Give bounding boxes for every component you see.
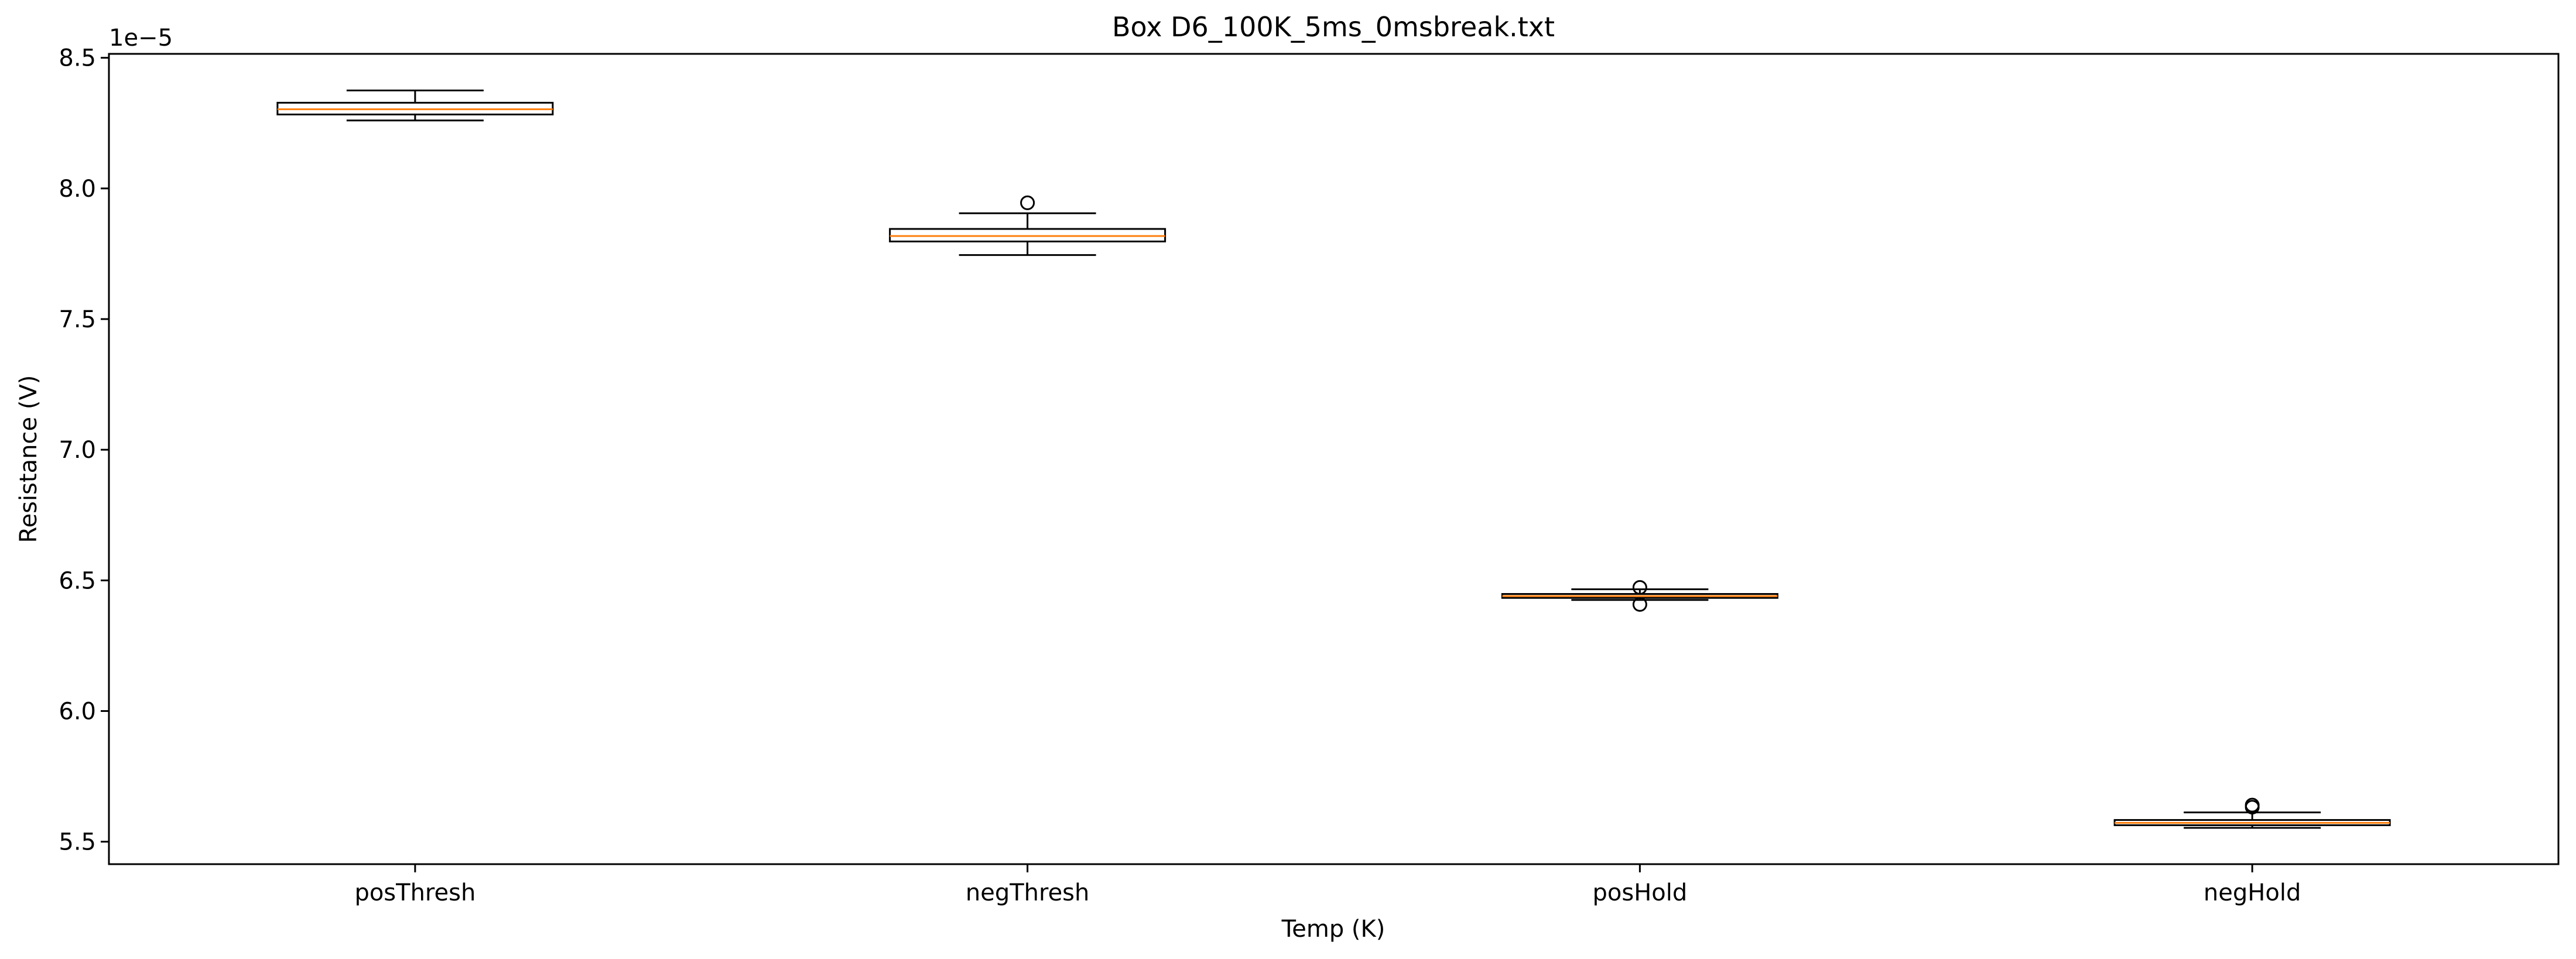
box-posThresh [276,89,554,122]
x-axis-label: Temp (K) [1281,916,1386,943]
y-tick-label: 6.0 [59,698,96,725]
chart-title: Box D6_100K_5ms_0msbreak.txt [1112,11,1555,43]
box-negThresh [889,195,1166,256]
y-tick-label: 7.0 [59,437,96,464]
box-posHold [1501,580,1778,612]
x-axis: posThresh negThresh posHold negHold [354,864,2301,906]
y-tick-label: 7.5 [59,306,96,333]
y-axis-label: Resistance (V) [15,375,42,543]
x-tick-label: negHold [2204,879,2301,906]
y-tick-label: 8.5 [59,45,96,72]
outlier-point [2245,797,2260,813]
plot-area [276,89,2391,829]
x-tick-label: posThresh [354,879,475,906]
outlier-point [1632,597,1647,612]
y-axis: 5.5 6.0 6.5 7.0 7.5 8.0 8.5 [59,45,109,856]
outlier-point [1632,580,1647,595]
y-offset-label: 1e−5 [109,25,173,52]
y-tick-label: 5.5 [59,829,96,856]
outlier-point [1020,195,1035,210]
x-tick-label: negThresh [966,879,1090,906]
axes-frame [108,53,2560,865]
x-tick-label: posHold [1592,879,1687,906]
y-tick-label: 8.0 [59,176,96,203]
box-negHold [2113,797,2391,829]
y-tick-label: 6.5 [59,567,96,594]
